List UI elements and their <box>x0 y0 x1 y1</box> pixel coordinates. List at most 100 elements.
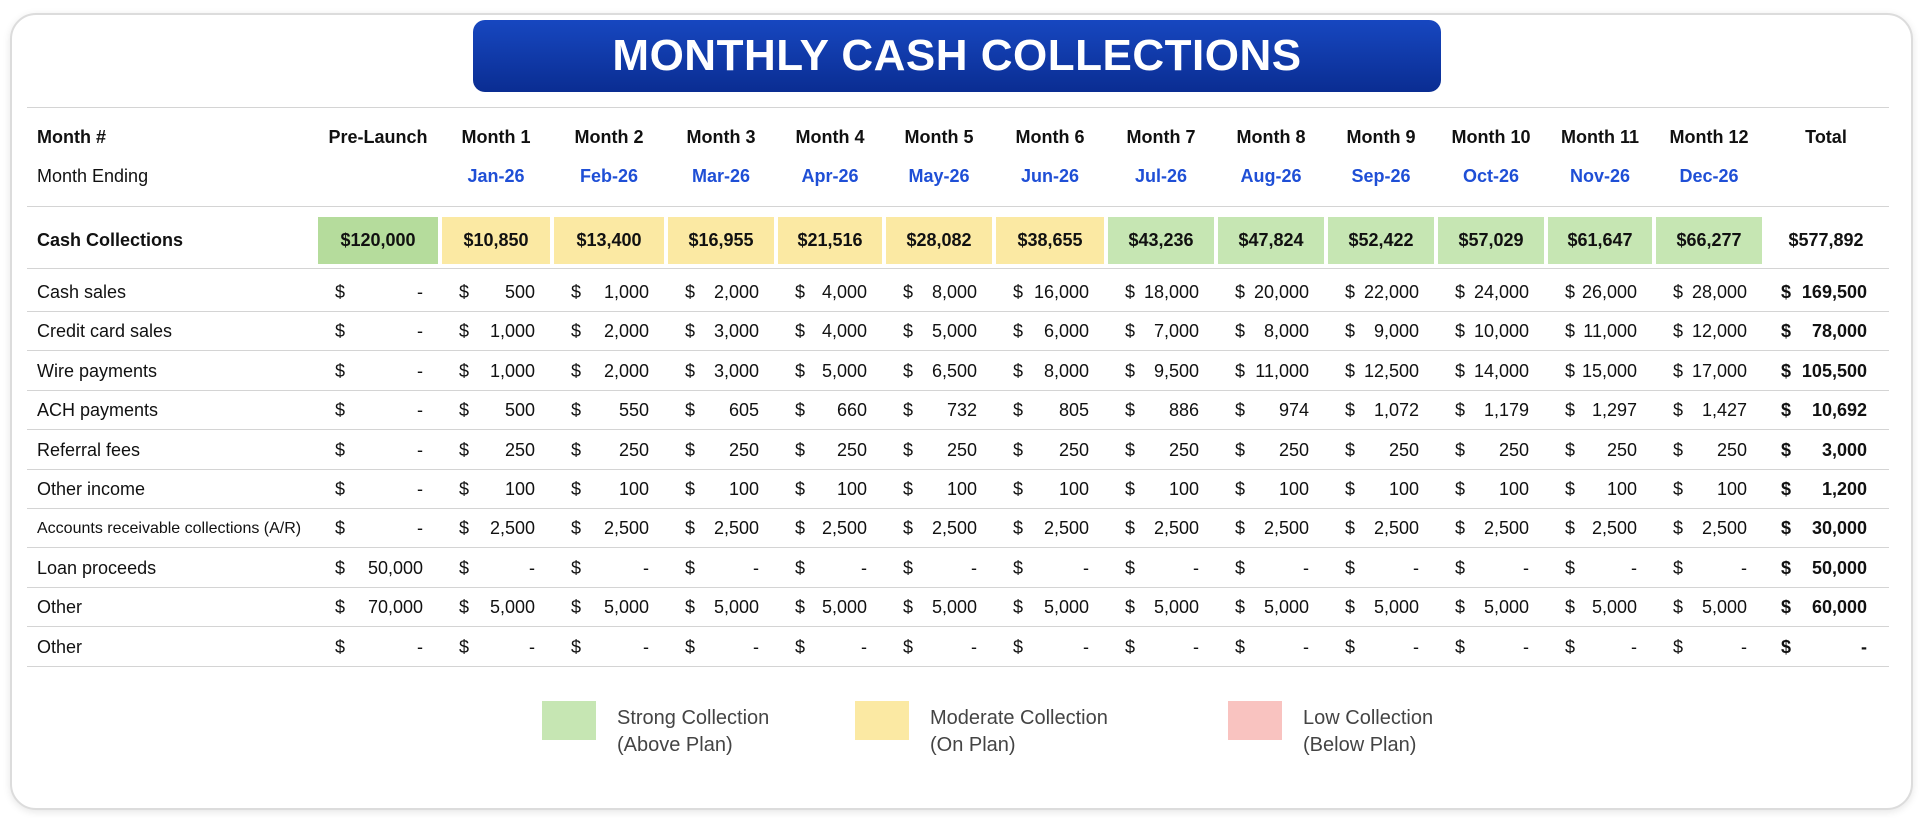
currency-symbol: $ <box>1455 361 1466 381</box>
money-value: 9,500 <box>1153 361 1199 381</box>
currency-symbol: $ <box>571 440 582 460</box>
money-value: 500 <box>504 282 535 302</box>
currency-symbol: $ <box>903 597 914 617</box>
money-value: 20,000 <box>1253 282 1309 302</box>
row-divider <box>27 390 1889 391</box>
row-label: Other <box>37 597 83 617</box>
legend-text: Low Collection (Below Plan) <box>1303 705 1433 759</box>
row-label: Loan proceeds <box>37 558 157 578</box>
money-cell: $9,000 <box>1345 312 1419 351</box>
currency-symbol: $ <box>1565 321 1576 341</box>
money-cell: $5,000 <box>795 588 867 627</box>
money-value: - <box>1741 558 1747 578</box>
money-value: 2,000 <box>603 321 649 341</box>
currency-symbol: $ <box>685 361 696 381</box>
currency-symbol: $ <box>1125 400 1136 420</box>
page-title: MONTHLY CASH COLLECTIONS <box>473 20 1441 92</box>
money-cell: $2,000 <box>685 273 759 312</box>
money-cell: $16,000 <box>1013 273 1089 312</box>
money-cell: $ - <box>335 352 423 391</box>
currency-symbol: $ <box>1235 282 1246 302</box>
currency-symbol: $ <box>1235 400 1246 420</box>
money-cell: $500 <box>459 391 535 430</box>
currency-symbol: $ <box>1125 440 1136 460</box>
money-cell: $5,000 <box>1565 588 1637 627</box>
currency-symbol: $ <box>1013 597 1024 617</box>
money-cell: $5,000 <box>1455 588 1529 627</box>
money-cell: $6,500 <box>903 352 977 391</box>
money-value: 2,500 <box>603 518 649 538</box>
money-value: - <box>417 321 423 341</box>
legend-swatch-moderate <box>855 701 909 740</box>
cash-collection-value: $43,236 <box>1108 217 1214 264</box>
currency-symbol: $ <box>1455 479 1466 499</box>
currency-symbol: $ <box>1565 282 1576 302</box>
money-cell: $100 <box>571 470 649 509</box>
money-cell: $ - <box>685 549 759 588</box>
money-cell: $805 <box>1013 391 1089 430</box>
money-value: 12,000 <box>1691 321 1747 341</box>
money-cell: $2,500 <box>1235 509 1309 548</box>
currency-symbol: $ <box>1455 558 1466 578</box>
currency-symbol: $ <box>1345 440 1356 460</box>
currency-symbol: $ <box>1781 637 1792 657</box>
currency-symbol: $ <box>1673 597 1684 617</box>
total-header: Total <box>1805 126 1847 147</box>
currency-symbol: $ <box>335 518 346 538</box>
money-value: 2,500 <box>1153 518 1199 538</box>
currency-symbol: $ <box>1345 361 1356 381</box>
currency-symbol: $ <box>571 361 582 381</box>
money-value: 6,000 <box>1043 321 1089 341</box>
prelaunch-header: Pre-Launch <box>328 126 428 147</box>
money-value: 250 <box>1168 440 1199 460</box>
money-value: 100 <box>1716 479 1747 499</box>
money-value: 250 <box>1716 440 1747 460</box>
money-cell: $2,500 <box>1455 509 1529 548</box>
money-value: - <box>1193 558 1199 578</box>
money-value: 5,000 <box>1153 597 1199 617</box>
month-ending-date: Jul-26 <box>1134 165 1188 186</box>
currency-symbol: $ <box>685 440 696 460</box>
money-value: 1,297 <box>1591 400 1637 420</box>
currency-symbol: $ <box>795 440 806 460</box>
currency-symbol: $ <box>1125 479 1136 499</box>
month-number-label: Month # <box>37 126 106 147</box>
money-value: 5,000 <box>603 597 649 617</box>
money-cell: $10,000 <box>1455 312 1529 351</box>
money-cell: $ - <box>1125 628 1199 667</box>
money-value: - <box>753 558 759 578</box>
currency-symbol: $ <box>1235 637 1246 657</box>
row-total: $10,692 <box>1781 391 1867 430</box>
money-cell: $ - <box>1235 628 1309 667</box>
money-cell: $250 <box>571 431 649 470</box>
money-value: - <box>971 558 977 578</box>
month-header: Month 8 <box>1236 126 1306 147</box>
money-value: - <box>1413 558 1419 578</box>
money-value: 100 <box>1388 479 1419 499</box>
money-cell: $4,000 <box>795 312 867 351</box>
money-value: - <box>417 479 423 499</box>
money-cell: $2,500 <box>795 509 867 548</box>
money-value: 18,000 <box>1143 282 1199 302</box>
money-value: 5,000 <box>931 321 977 341</box>
month-header: Month 5 <box>904 126 974 147</box>
report-card <box>10 13 1913 810</box>
money-cell: $20,000 <box>1235 273 1309 312</box>
money-cell: $ - <box>1345 628 1419 667</box>
currency-symbol: $ <box>795 637 806 657</box>
currency-symbol: $ <box>1013 440 1024 460</box>
money-value: 1,427 <box>1701 400 1747 420</box>
money-cell: $5,000 <box>1235 588 1309 627</box>
currency-symbol: $ <box>1235 479 1246 499</box>
currency-symbol: $ <box>903 637 914 657</box>
money-value: 2,500 <box>1701 518 1747 538</box>
currency-symbol: $ <box>1455 321 1466 341</box>
money-cell: $100 <box>1345 470 1419 509</box>
row-divider <box>27 107 1889 108</box>
row-total-value: 30,000 <box>1811 518 1867 538</box>
money-cell: $250 <box>1345 431 1419 470</box>
money-cell: $605 <box>685 391 759 430</box>
currency-symbol: $ <box>1565 479 1576 499</box>
money-value: 5,000 <box>931 597 977 617</box>
currency-symbol: $ <box>1781 440 1792 460</box>
